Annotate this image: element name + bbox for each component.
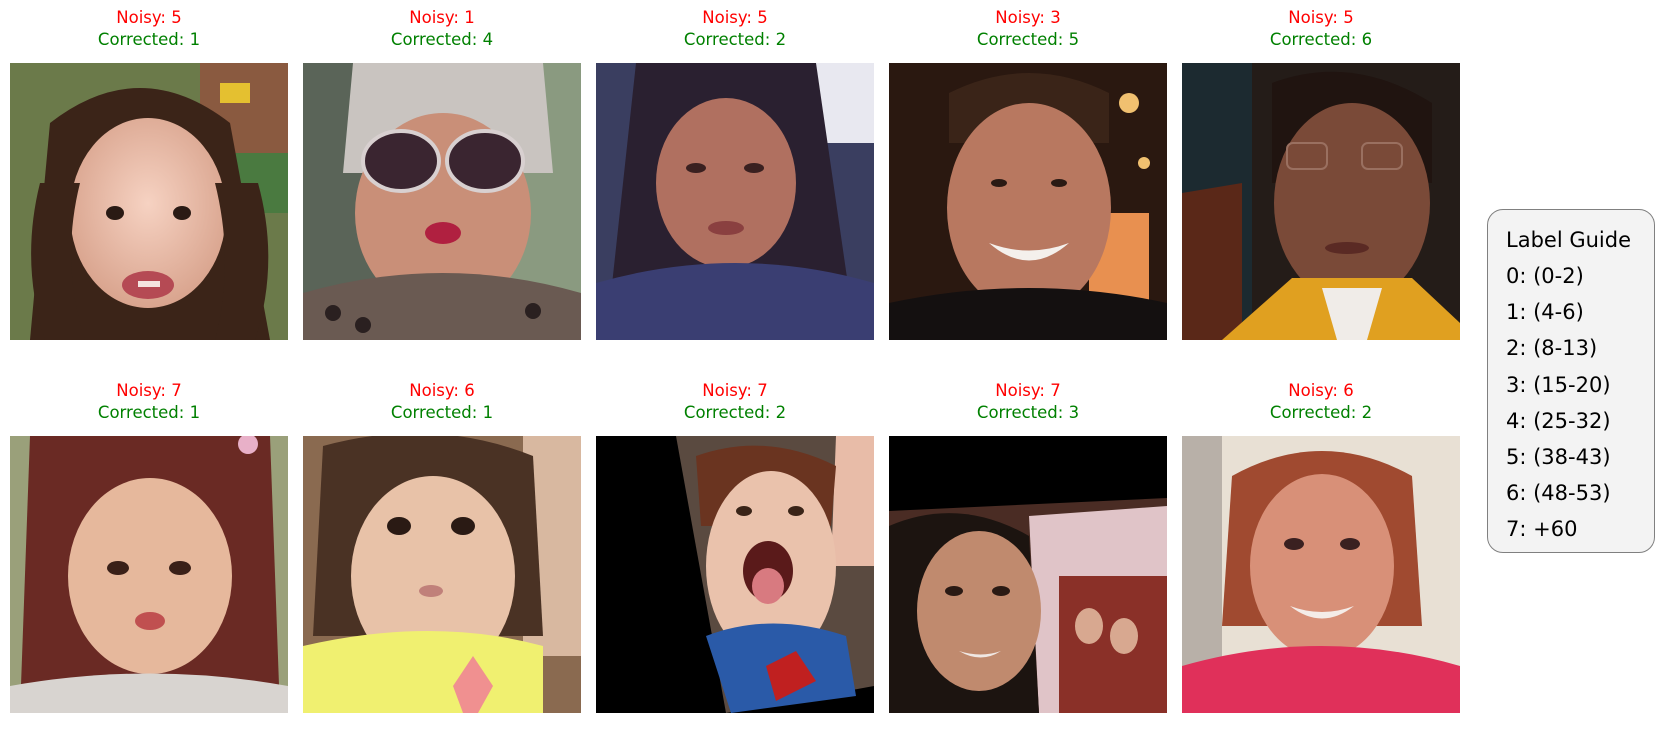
corrected-label: Corrected: 1 — [97, 30, 201, 49]
legend-item: 6: (48-53) — [1506, 481, 1611, 506]
face-photo — [303, 63, 581, 340]
legend-item: 7: +60 — [1506, 517, 1578, 542]
face-photo — [596, 436, 874, 713]
sample-panel-5: Noisy: 5 Corrected: 6 — [1182, 7, 1460, 340]
legend-item: 3: (15-20) — [1506, 372, 1611, 397]
sample-panel-6: Noisy: 7 Corrected: 1 — [10, 380, 288, 713]
sample-panel-3: Noisy: 5 Corrected: 2 — [596, 7, 874, 340]
corrected-label: Corrected: 2 — [1269, 403, 1373, 422]
sample-caption: Noisy: 3 Corrected: 5 — [889, 7, 1167, 51]
legend-item: 0: (0-2) — [1506, 264, 1584, 288]
sample-caption: Noisy: 5 Corrected: 6 — [1182, 7, 1460, 51]
legend-title: Label Guide — [1506, 228, 1631, 252]
face-photo — [10, 436, 288, 713]
sample-caption: Noisy: 5 Corrected: 1 — [10, 7, 288, 51]
corrected-label: Corrected: 3 — [976, 403, 1080, 422]
face-photo — [1182, 63, 1460, 340]
legend-item: 2: (8-13) — [1506, 336, 1598, 361]
legend-item: 1: (4-6) — [1506, 300, 1584, 325]
corrected-label: Corrected: 1 — [97, 403, 201, 422]
legend-item: 4: (25-32) — [1506, 408, 1611, 433]
sample-panel-9: Noisy: 7 Corrected: 3 — [889, 380, 1167, 713]
face-photo — [1182, 436, 1460, 713]
sample-panel-8: Noisy: 7 Corrected: 2 — [596, 380, 874, 713]
sample-caption: Noisy: 5 Corrected: 2 — [596, 7, 874, 51]
sample-panel-2: Noisy: 1 Corrected: 4 — [303, 7, 581, 340]
corrected-label: Corrected: 5 — [976, 30, 1080, 49]
label-guide-legend: Label Guide 0: (0-2) 1: (4-6) 2: (8-13) … — [1487, 209, 1655, 553]
sample-caption: Noisy: 1 Corrected: 4 — [303, 7, 581, 51]
face-photo — [303, 436, 581, 713]
sample-caption: Noisy: 6 Corrected: 1 — [303, 380, 581, 424]
noisy-label: Noisy: 3 — [995, 8, 1061, 27]
face-photo — [596, 63, 874, 340]
face-photo — [889, 436, 1167, 713]
corrected-label: Corrected: 2 — [683, 403, 787, 422]
noisy-label: Noisy: 5 — [702, 8, 768, 27]
corrected-label: Corrected: 6 — [1269, 30, 1373, 49]
sample-caption: Noisy: 7 Corrected: 3 — [889, 380, 1167, 424]
corrected-label: Corrected: 1 — [390, 403, 494, 422]
sample-caption: Noisy: 7 Corrected: 1 — [10, 380, 288, 424]
legend-item: 5: (38-43) — [1506, 445, 1611, 470]
noisy-label: Noisy: 7 — [702, 381, 768, 400]
noisy-label: Noisy: 7 — [995, 381, 1061, 400]
face-photo — [10, 63, 288, 340]
noisy-label: Noisy: 5 — [1288, 8, 1354, 27]
sample-panel-10: Noisy: 6 Corrected: 2 — [1182, 380, 1460, 713]
noisy-label: Noisy: 6 — [409, 381, 475, 400]
noisy-label: Noisy: 5 — [116, 8, 182, 27]
noisy-label: Noisy: 1 — [409, 8, 475, 27]
face-photo — [889, 63, 1167, 340]
corrected-label: Corrected: 4 — [390, 30, 494, 49]
sample-panel-1: Noisy: 5 Corrected: 1 — [10, 7, 288, 340]
sample-panel-4: Noisy: 3 Corrected: 5 — [889, 7, 1167, 340]
noisy-label: Noisy: 7 — [116, 381, 182, 400]
sample-caption: Noisy: 6 Corrected: 2 — [1182, 380, 1460, 424]
sample-caption: Noisy: 7 Corrected: 2 — [596, 380, 874, 424]
noisy-label: Noisy: 6 — [1288, 381, 1354, 400]
sample-panel-7: Noisy: 6 Corrected: 1 — [303, 380, 581, 713]
corrected-label: Corrected: 2 — [683, 30, 787, 49]
